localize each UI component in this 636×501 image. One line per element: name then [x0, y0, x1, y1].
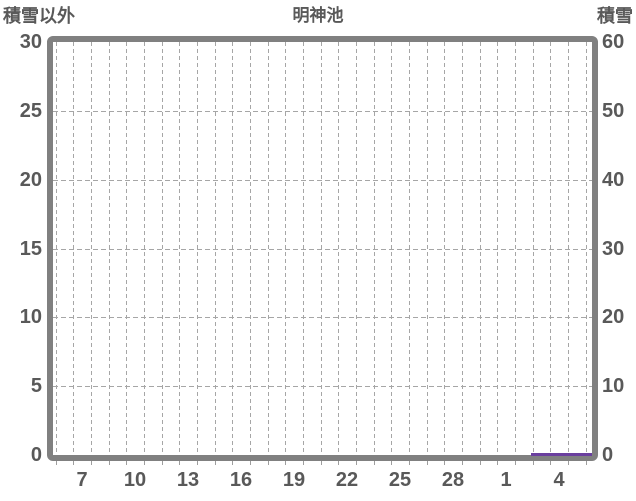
- x-tick: [90, 461, 92, 465]
- h-gridline: [53, 110, 592, 112]
- x-tick: [302, 461, 304, 465]
- h-gridline: [53, 386, 592, 388]
- y-axis-left-label: 25: [19, 99, 42, 122]
- x-tick: [408, 461, 410, 465]
- x-tick: [355, 461, 357, 465]
- y-axis-right-label: 20: [602, 306, 625, 329]
- y-axis-left-label: 0: [30, 444, 42, 466]
- x-tick: [249, 461, 251, 465]
- x-tick: [338, 461, 340, 465]
- x-axis-label: 25: [388, 469, 412, 491]
- h-gridline: [53, 317, 592, 319]
- x-axis-label: 22: [335, 469, 359, 491]
- x-axis-label: 7: [76, 469, 88, 491]
- plot-inner: [53, 42, 592, 456]
- x-tick: [497, 461, 499, 465]
- x-tick: [179, 461, 181, 465]
- y-axis-left-label: 15: [19, 237, 42, 260]
- x-tick: [143, 461, 145, 465]
- x-tick: [267, 461, 269, 465]
- x-tick: [567, 461, 569, 465]
- left-axis-title: 積雪以外: [3, 6, 75, 26]
- h-gridline: [53, 179, 592, 181]
- x-tick: [444, 461, 446, 465]
- x-tick: [585, 461, 587, 465]
- y-axis-right-label: 60: [602, 31, 625, 53]
- y-axis-left-label: 30: [19, 31, 42, 53]
- y-axis-right-label: 50: [602, 99, 625, 122]
- x-tick: [550, 461, 552, 465]
- x-tick: [214, 461, 216, 465]
- snow-depth-series-line: [531, 453, 592, 456]
- y-axis-right-label: 40: [602, 168, 625, 191]
- x-axis-label: 13: [176, 469, 200, 491]
- x-tick: [391, 461, 393, 465]
- x-tick: [479, 461, 481, 465]
- x-axis-label: 19: [282, 469, 306, 491]
- x-tick: [373, 461, 375, 465]
- y-axis-left-label: 20: [19, 168, 42, 191]
- x-tick: [514, 461, 516, 465]
- x-tick: [320, 461, 322, 465]
- x-tick: [108, 461, 110, 465]
- x-axis-label: 10: [123, 469, 147, 491]
- y-axis-right-label: 0: [602, 444, 614, 466]
- h-gridline: [53, 248, 592, 250]
- x-tick: [232, 461, 234, 465]
- x-tick: [126, 461, 128, 465]
- x-tick: [196, 461, 198, 465]
- x-tick: [73, 461, 75, 465]
- y-axis-right-label: 10: [602, 375, 625, 398]
- x-tick: [285, 461, 287, 465]
- x-tick: [532, 461, 534, 465]
- plot-frame: [47, 36, 598, 461]
- y-axis-right-label: 30: [602, 237, 625, 260]
- x-axis-label: 28: [441, 469, 465, 491]
- y-axis-left-label: 10: [19, 306, 42, 329]
- x-axis-label: 16: [229, 469, 253, 491]
- x-axis-label: 1: [500, 469, 512, 491]
- x-tick: [426, 461, 428, 465]
- x-tick: [161, 461, 163, 465]
- chart-title: 明神池: [292, 6, 344, 25]
- right-axis-title: 積雪: [597, 6, 633, 26]
- x-tick: [461, 461, 463, 465]
- y-axis-left-label: 5: [30, 375, 42, 398]
- x-tick: [55, 461, 57, 465]
- x-axis-label: 4: [553, 469, 565, 491]
